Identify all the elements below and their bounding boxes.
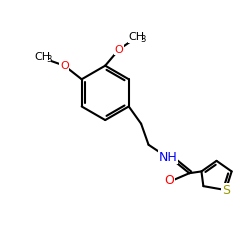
- Text: O: O: [164, 174, 174, 187]
- Text: NH: NH: [159, 151, 178, 164]
- Text: 3: 3: [46, 55, 51, 64]
- Text: CH: CH: [128, 32, 144, 42]
- Text: 3: 3: [140, 35, 145, 44]
- Text: CH: CH: [34, 52, 50, 62]
- Text: S: S: [222, 184, 230, 196]
- Text: O: O: [114, 44, 123, 54]
- Text: O: O: [60, 61, 69, 71]
